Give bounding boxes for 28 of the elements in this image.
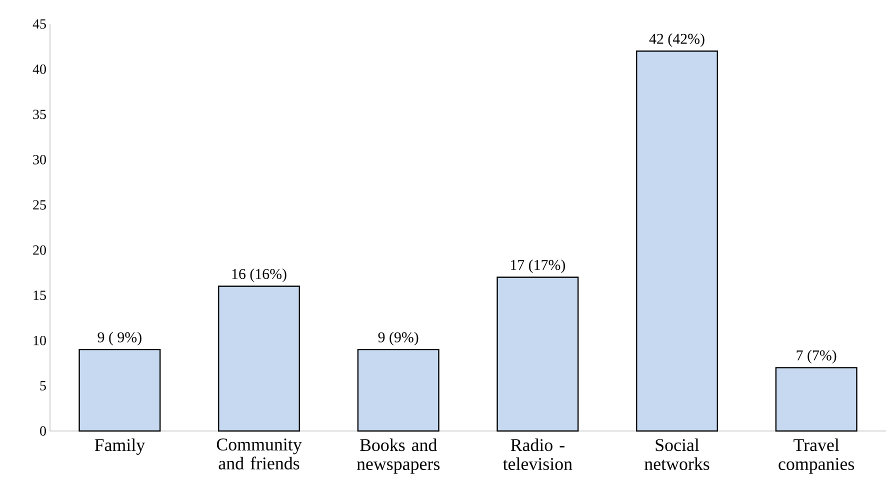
x-tick-label: Books and newspapers: [356, 438, 440, 474]
y-tick-label: 30: [33, 154, 46, 164]
data-label: 42 (42%): [649, 33, 704, 47]
y-tick-label: 45: [32, 19, 46, 29]
y-tick-label: 35: [33, 110, 46, 120]
bar: [775, 367, 858, 432]
x-tick-label: Social networks: [644, 438, 710, 470]
data-label: 9 ( 9%): [98, 332, 142, 346]
bar: [636, 50, 718, 432]
bar: [218, 286, 300, 432]
data-label: 9 (9%): [378, 332, 418, 346]
bar: [496, 276, 579, 432]
y-tick-label: 40: [32, 64, 46, 74]
x-tick-label: Radio - television: [502, 438, 572, 470]
y-tick-label: 20: [33, 245, 46, 255]
data-label: 16 (16%): [232, 268, 286, 282]
y-tick-label: 25: [33, 200, 46, 210]
y-tick-label: 5: [40, 381, 46, 390]
bar: [78, 348, 161, 432]
y-tick-label: 10: [34, 336, 46, 346]
y-tick-label: 15: [34, 290, 46, 300]
x-tick-label: Family: [94, 438, 146, 455]
x-tick-label: Travel companies: [778, 438, 854, 474]
data-label: 7 (7%): [796, 350, 836, 364]
y-tick-label: 0: [40, 426, 46, 436]
data-label: 17 (17%): [510, 259, 566, 274]
x-tick-label: Community and friends: [216, 438, 302, 470]
bar: [357, 348, 440, 432]
